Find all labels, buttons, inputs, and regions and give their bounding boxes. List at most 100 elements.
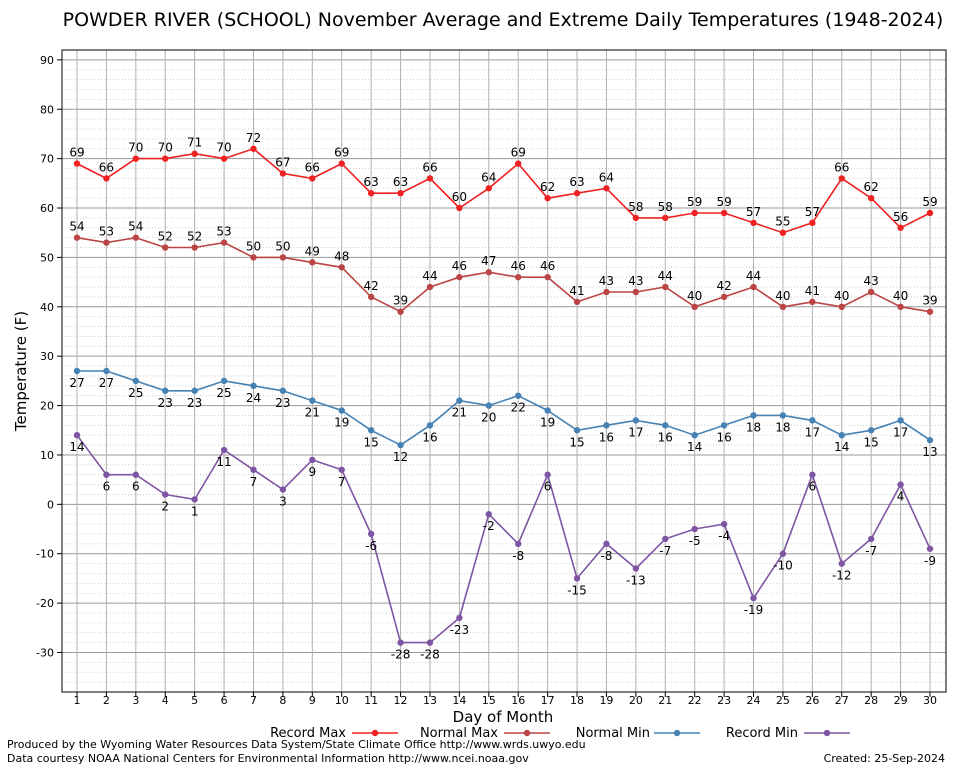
x-tick-label: 6 — [221, 694, 228, 707]
data-point — [750, 283, 757, 291]
data-label: -8 — [512, 549, 524, 563]
data-point — [456, 204, 463, 212]
data-label: 47 — [481, 254, 496, 268]
legend-marker — [823, 729, 831, 737]
x-tick-label: 17 — [541, 694, 555, 707]
data-point — [632, 417, 640, 424]
data-label: 69 — [511, 146, 526, 160]
data-label: 43 — [599, 274, 614, 288]
data-point — [397, 308, 404, 315]
data-point — [544, 407, 551, 414]
data-point — [426, 283, 434, 291]
data-point — [867, 427, 875, 434]
data-point — [720, 422, 728, 429]
data-label: 40 — [893, 289, 908, 303]
y-tick-label: 70 — [40, 153, 54, 166]
x-tick-label: 1 — [74, 694, 81, 707]
data-point — [397, 639, 404, 646]
data-label: 15 — [569, 435, 584, 449]
data-point — [926, 209, 934, 217]
data-label: 23 — [275, 396, 290, 410]
data-point — [397, 190, 404, 197]
data-label: 3 — [279, 495, 287, 509]
data-point — [809, 417, 816, 424]
footer-data-courtesy: Data courtesy NOAA National Centers for … — [7, 752, 529, 765]
data-label: 16 — [599, 430, 614, 444]
data-point — [367, 293, 375, 301]
data-label: 63 — [363, 175, 378, 189]
data-label: 71 — [187, 136, 202, 150]
data-label: 23 — [158, 396, 173, 410]
data-point — [220, 239, 228, 246]
data-point — [926, 436, 934, 444]
data-point — [691, 525, 698, 533]
data-point — [809, 298, 816, 306]
plot-frame — [61, 49, 947, 693]
data-label: 67 — [275, 155, 290, 169]
data-label: -5 — [689, 534, 701, 548]
data-label: 59 — [716, 195, 731, 209]
data-point — [456, 273, 463, 281]
series-line — [76, 147, 931, 234]
data-point — [220, 446, 228, 454]
data-label: 50 — [246, 239, 261, 253]
data-label: 17 — [805, 425, 820, 439]
data-label: -2 — [483, 519, 495, 533]
data-label: 70 — [216, 141, 231, 155]
data-label: 19 — [334, 416, 349, 430]
data-point — [926, 545, 934, 552]
y-tick-label: 60 — [40, 202, 54, 215]
data-point — [279, 254, 287, 261]
data-point — [191, 244, 198, 251]
data-point — [485, 185, 492, 192]
x-tick-label: 4 — [162, 694, 169, 707]
data-point — [573, 427, 581, 434]
data-label: -6 — [365, 539, 377, 553]
data-point — [779, 550, 787, 557]
data-point — [632, 214, 640, 222]
data-label: 70 — [128, 141, 143, 155]
data-point — [426, 175, 434, 182]
data-label: 55 — [775, 215, 790, 229]
data-point — [838, 303, 845, 310]
data-label: 48 — [334, 249, 349, 263]
data-point — [867, 288, 875, 296]
data-point — [809, 219, 816, 227]
data-point — [485, 269, 492, 276]
data-label: 41 — [569, 284, 584, 298]
legend-marker — [673, 729, 681, 737]
x-tick-label: 20 — [629, 694, 643, 707]
data-point — [250, 145, 257, 152]
data-point — [309, 397, 316, 404]
data-label: 6 — [544, 480, 552, 494]
legend-label: Record Max — [270, 726, 346, 741]
data-point — [220, 155, 228, 162]
data-label: 16 — [658, 430, 673, 444]
data-point — [309, 175, 316, 182]
data-label: 63 — [569, 175, 584, 189]
data-label: -10 — [773, 559, 793, 573]
x-tick-label: 2 — [103, 694, 110, 707]
x-tick-label: 13 — [423, 694, 437, 707]
data-label: 43 — [628, 274, 643, 288]
data-label: -15 — [567, 583, 587, 597]
x-tick-label: 7 — [250, 694, 257, 707]
data-point — [456, 397, 463, 404]
data-label: 19 — [540, 416, 555, 430]
y-axis-label: Temperature (F) — [12, 311, 30, 432]
data-point — [367, 530, 375, 538]
y-tick-label: 50 — [40, 251, 54, 264]
data-label: 64 — [481, 170, 496, 184]
data-label: 46 — [452, 259, 467, 273]
data-point — [397, 441, 404, 449]
y-tick-label: 40 — [40, 301, 54, 314]
data-label: 25 — [216, 386, 231, 400]
x-tick-label: 12 — [394, 694, 408, 707]
data-label: -28 — [391, 648, 411, 662]
data-point — [750, 412, 757, 419]
data-point — [515, 273, 522, 281]
data-label: -7 — [865, 544, 877, 558]
data-label: 1 — [191, 504, 199, 518]
data-point — [897, 303, 904, 310]
